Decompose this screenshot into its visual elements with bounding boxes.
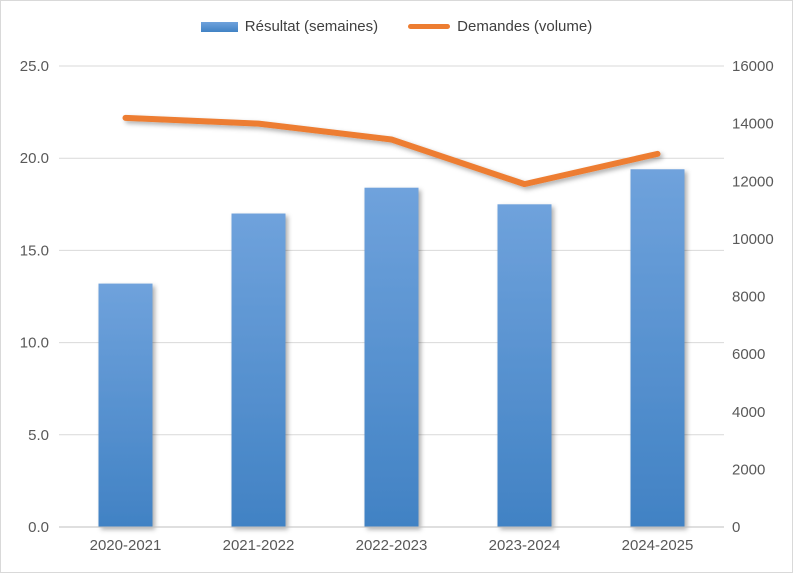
legend-item-demandes[interactable]: Demandes (volume) xyxy=(408,18,592,35)
left-axis-tick: 20.0 xyxy=(20,150,49,167)
right-axis-tick: 8000 xyxy=(732,289,765,306)
right-axis-tick: 10000 xyxy=(732,231,774,248)
left-axis-tick: 5.0 xyxy=(28,427,49,444)
right-axis-tick: 4000 xyxy=(732,404,765,421)
chart-legend: Résultat (semaines) Demandes (volume) xyxy=(1,18,792,35)
legend-item-resultat[interactable]: Résultat (semaines) xyxy=(200,18,379,35)
right-axis-tick: 16000 xyxy=(732,58,774,75)
left-axis-tick: 10.0 xyxy=(20,335,49,352)
bar-2022-2023[interactable] xyxy=(364,187,419,528)
right-axis-tick: 12000 xyxy=(732,173,774,190)
category-label: 2022-2023 xyxy=(356,537,428,554)
left-axis-tick: 25.0 xyxy=(20,58,49,75)
category-label: 2024-2025 xyxy=(622,537,694,554)
bar-2021-2022[interactable] xyxy=(231,213,286,527)
bar-2023-2024[interactable] xyxy=(497,204,552,528)
left-axis-tick: 15.0 xyxy=(20,242,49,259)
line-series-demandes[interactable] xyxy=(122,114,661,188)
bar-series-swatch-icon xyxy=(200,21,238,32)
category-label: 2020-2021 xyxy=(90,537,162,554)
right-axis-tick: 6000 xyxy=(732,346,765,363)
right-axis-tick: 14000 xyxy=(732,116,774,133)
left-axis-tick: 0.0 xyxy=(28,519,49,536)
category-label: 2023-2024 xyxy=(489,537,561,554)
legend-label-resultat: Résultat (semaines) xyxy=(244,18,379,35)
category-label: 2021-2022 xyxy=(223,537,295,554)
line-series-swatch-icon xyxy=(408,24,451,29)
bar-2020-2021[interactable] xyxy=(98,283,153,527)
right-axis-tick: 0 xyxy=(732,519,740,536)
legend-label-demandes: Demandes (volume) xyxy=(457,18,593,35)
right-axis-tick: 2000 xyxy=(732,461,765,478)
bar-2024-2025[interactable] xyxy=(630,169,685,527)
